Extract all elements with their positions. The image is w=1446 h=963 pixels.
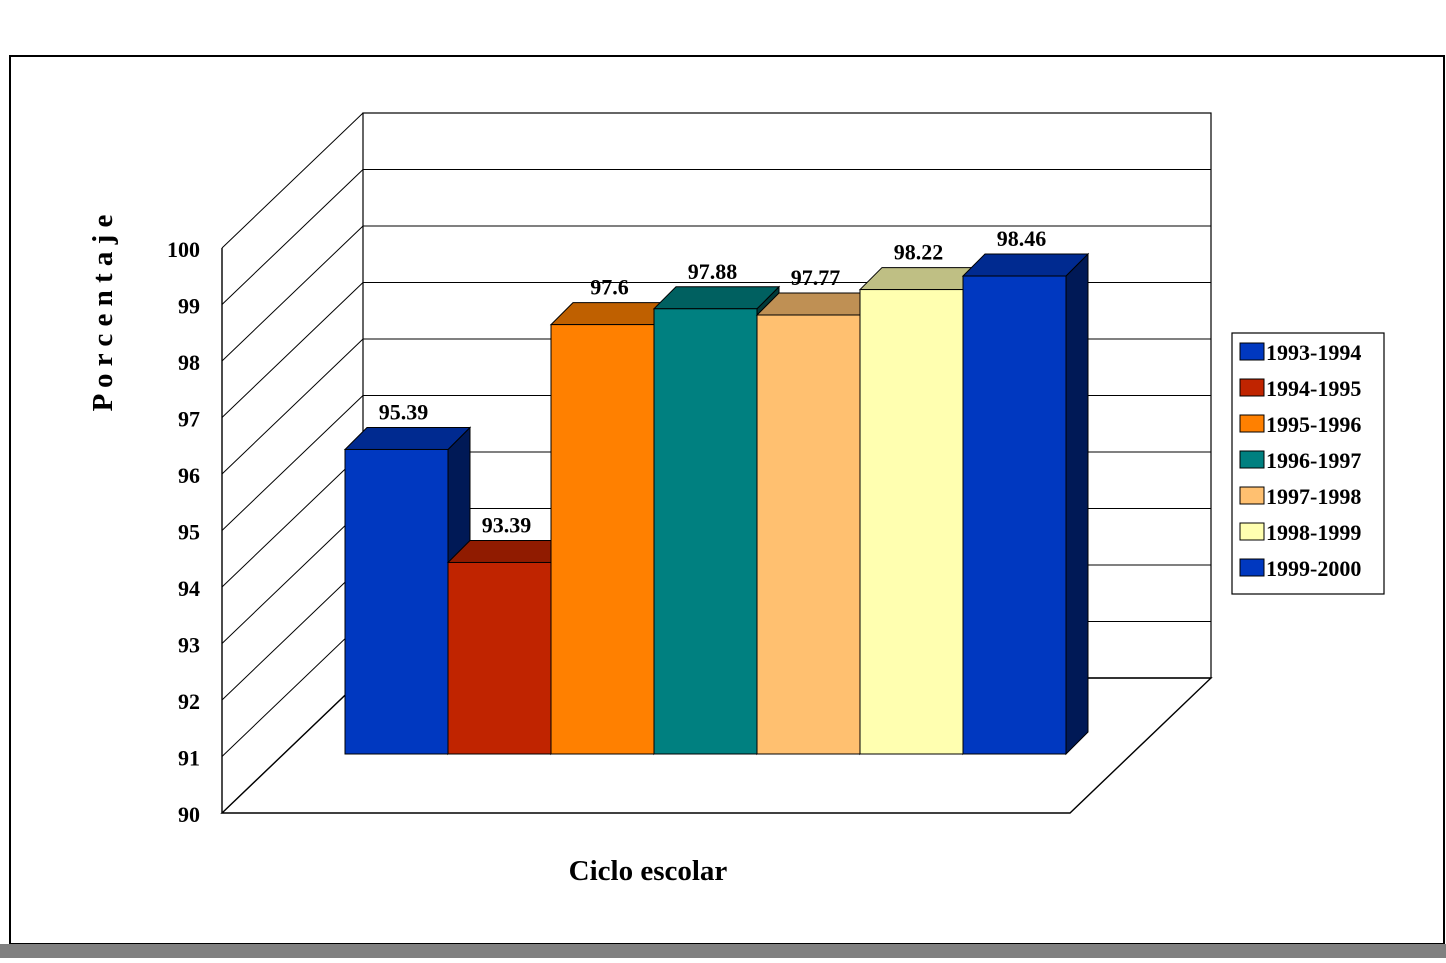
data-label: 95.39 — [379, 399, 429, 424]
legend-label: 1993-1994 — [1266, 340, 1361, 365]
side-wall-gridline — [221, 282, 364, 418]
legend-label: 1998-1999 — [1266, 520, 1361, 545]
bar-front — [962, 275, 1067, 755]
bar-front — [344, 448, 449, 755]
legend-swatch — [1239, 342, 1265, 361]
legend-swatch — [1239, 558, 1265, 577]
side-wall-gridline — [221, 564, 364, 701]
side-wall-gridline — [221, 338, 364, 475]
data-label: 97.88 — [688, 259, 738, 284]
y-tick-label: 95 — [178, 520, 200, 545]
legend-label: 1994-1995 — [1266, 376, 1361, 401]
bar-front — [550, 324, 655, 755]
data-label: 98.22 — [894, 240, 944, 265]
y-tick-label: 93 — [178, 633, 200, 658]
data-label: 98.46 — [997, 226, 1047, 251]
legend-swatch — [1239, 378, 1265, 397]
data-label: 97.6 — [590, 275, 629, 300]
y-tick-label: 91 — [178, 746, 200, 771]
legend-label: 1995-1996 — [1266, 412, 1361, 437]
x-axis-label: Ciclo escolar — [569, 855, 728, 887]
bar-front — [653, 308, 758, 755]
y-tick-label: 96 — [178, 463, 200, 488]
bar-front — [859, 289, 964, 755]
bar-front — [756, 314, 861, 755]
bottom-band — [0, 944, 1446, 958]
y-tick-label: 97 — [178, 407, 200, 432]
data-label: 97.77 — [791, 265, 841, 290]
bar-top — [652, 286, 781, 310]
floor — [220, 677, 1213, 814]
y-tick-label: 94 — [178, 576, 200, 601]
data-label: 93.39 — [482, 512, 532, 537]
y-tick-label: 99 — [178, 294, 200, 319]
y-tick-label: 90 — [178, 802, 200, 827]
bar — [858, 266, 987, 756]
bar-top — [343, 426, 472, 450]
y-tick-label: 100 — [167, 237, 200, 262]
side-wall-gridline — [221, 395, 364, 531]
bar — [343, 426, 472, 756]
legend-label: 1999-2000 — [1266, 556, 1361, 581]
side-wall-gridline — [221, 169, 364, 305]
side-wall-gridline — [221, 225, 364, 362]
side-wall-gridline — [221, 451, 364, 588]
bar-front — [447, 561, 552, 755]
bar-side — [1065, 252, 1089, 756]
bar-top — [961, 253, 1090, 277]
legend-swatch — [1239, 450, 1265, 469]
legend-swatch — [1239, 486, 1265, 505]
bar — [961, 252, 1090, 756]
legend: 1993-1994 1994-1995 1995-1996 1996-1997 1997… — [1231, 332, 1385, 595]
y-axis-label: P o r c e n t a j e — [87, 214, 119, 411]
side-wall-gridline — [221, 508, 364, 644]
legend-swatch — [1239, 414, 1265, 433]
side-wall-gridline — [221, 621, 364, 757]
y-tick-label: 98 — [178, 350, 200, 375]
y-tick-label: 92 — [178, 689, 200, 714]
legend-label: 1997-1998 — [1266, 484, 1361, 509]
legend-label: 1996-1997 — [1266, 448, 1361, 473]
side-wall-gridline — [221, 112, 364, 249]
legend-swatch — [1239, 522, 1265, 541]
